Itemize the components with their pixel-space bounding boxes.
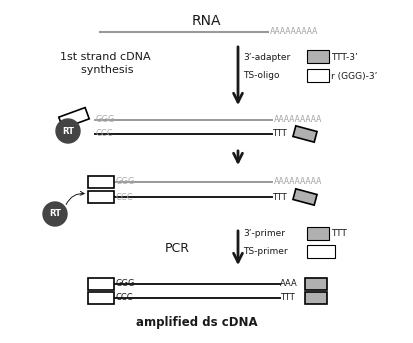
Text: TTT-3’: TTT-3’ — [331, 52, 358, 61]
Bar — [293, 189, 317, 205]
Bar — [307, 50, 329, 63]
Text: TTT: TTT — [272, 130, 287, 139]
Bar — [305, 278, 327, 290]
Text: amplified ds cDNA: amplified ds cDNA — [136, 316, 258, 329]
Bar — [307, 69, 329, 82]
Bar — [293, 126, 317, 142]
Text: r (GGG)-3’: r (GGG)-3’ — [331, 71, 377, 81]
Text: CCC: CCC — [96, 130, 114, 139]
Text: TTT: TTT — [331, 229, 347, 238]
Text: AAAAAAAAA: AAAAAAAAA — [274, 177, 323, 187]
Text: CCC: CCC — [116, 192, 134, 201]
Text: GGG: GGG — [96, 116, 116, 125]
Text: AAAAAAAAA: AAAAAAAAA — [270, 27, 318, 36]
Bar — [305, 292, 327, 304]
Text: TS-oligo: TS-oligo — [243, 71, 280, 81]
Text: GGG: GGG — [116, 280, 135, 288]
Bar — [88, 176, 114, 188]
Text: 3’-adapter: 3’-adapter — [243, 52, 290, 61]
Bar — [88, 191, 114, 203]
Bar — [59, 108, 89, 128]
Text: AAAAAAAAA: AAAAAAAAA — [274, 116, 323, 125]
Text: CCC: CCC — [116, 294, 134, 303]
Text: TTT: TTT — [272, 192, 287, 201]
Circle shape — [56, 119, 80, 143]
Bar — [88, 278, 114, 290]
Bar — [307, 227, 329, 240]
Text: AAA: AAA — [280, 280, 298, 288]
Text: TS-primer: TS-primer — [243, 248, 287, 257]
Text: RT: RT — [49, 210, 61, 218]
Text: TTT: TTT — [280, 294, 295, 303]
Bar — [88, 292, 114, 304]
Text: 1st strand cDNA
      synthesis: 1st strand cDNA synthesis — [60, 52, 151, 75]
Bar — [307, 245, 335, 258]
Text: RT: RT — [62, 127, 74, 135]
Text: 3’-primer: 3’-primer — [243, 229, 285, 238]
Text: GGG: GGG — [116, 177, 135, 187]
Text: PCR: PCR — [165, 243, 190, 256]
Text: RNA: RNA — [191, 14, 221, 28]
Circle shape — [43, 202, 67, 226]
